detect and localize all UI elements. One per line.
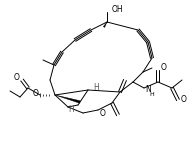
Text: H: H (93, 82, 99, 92)
Text: H: H (149, 92, 154, 97)
Text: OH: OH (112, 5, 124, 14)
Text: O: O (181, 95, 187, 104)
Text: O: O (161, 62, 167, 71)
Text: O: O (33, 89, 39, 97)
Polygon shape (103, 22, 107, 27)
Text: N: N (145, 85, 151, 94)
Text: O: O (13, 73, 19, 82)
Text: H: H (68, 105, 74, 114)
Polygon shape (55, 95, 80, 103)
Text: O: O (100, 109, 106, 117)
